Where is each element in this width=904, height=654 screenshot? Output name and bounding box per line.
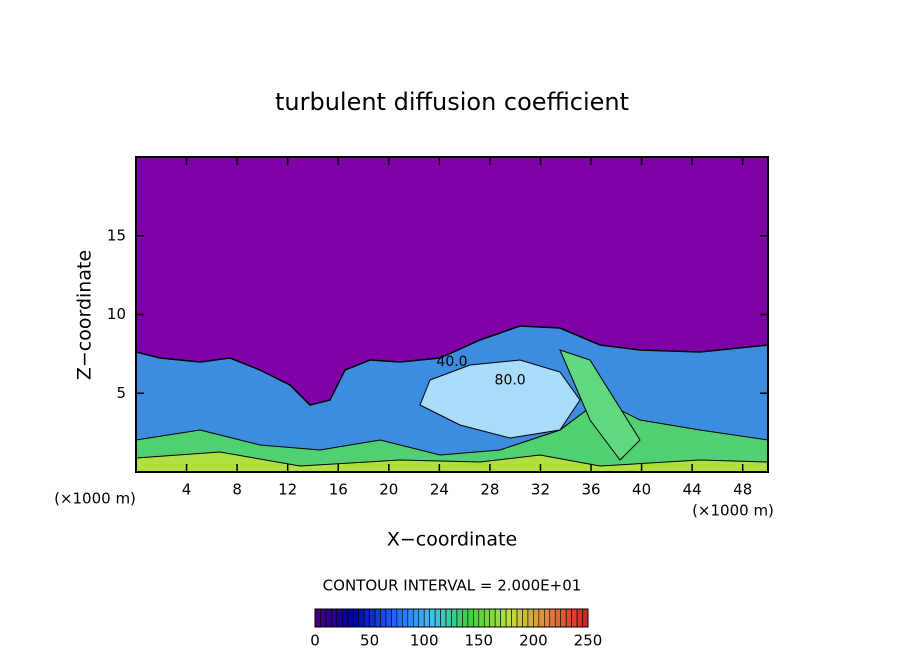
colorbar-tick-label: 150 xyxy=(464,632,493,650)
colorbar-cell xyxy=(544,608,551,628)
colorbar-cell xyxy=(571,608,578,628)
colorbar-cell xyxy=(385,608,392,628)
colorbar-tick-label: 100 xyxy=(410,632,439,650)
colorbar-cell xyxy=(516,608,523,628)
colorbar-cell xyxy=(511,608,518,628)
colorbar-cell xyxy=(358,608,365,628)
colorbar-cell xyxy=(396,608,403,628)
green-streak xyxy=(559,349,641,461)
y-tick-label: 5 xyxy=(116,384,126,402)
colorbar-cell xyxy=(527,608,534,628)
colorbar-cell xyxy=(380,608,387,628)
x-tick-label: 4 xyxy=(182,481,192,499)
colorbar-cell xyxy=(341,608,349,628)
colorbar-cell xyxy=(434,608,441,628)
colorbar-cell xyxy=(369,608,376,628)
colorbar-cell xyxy=(347,608,354,628)
x-tick-label: 40 xyxy=(632,481,651,499)
x-tick-label: 36 xyxy=(581,481,600,499)
x-tick-label: 20 xyxy=(379,481,398,499)
contour-label: 80.0 xyxy=(495,373,526,389)
inner-layer xyxy=(419,359,581,439)
colorbar-cell xyxy=(440,608,447,628)
colorbar-cell xyxy=(500,608,507,628)
y-axis-label: Z−coordinate xyxy=(74,250,96,380)
colorbar-cell xyxy=(451,608,458,628)
x-axis-label: X−coordinate xyxy=(387,529,517,551)
colorbar-cell xyxy=(412,608,420,628)
y-unit: (×1000 m) xyxy=(54,490,136,508)
x-unit: (×1000 m) xyxy=(692,502,774,520)
colorbar-cell xyxy=(320,608,327,628)
colorbar-cell xyxy=(336,608,343,628)
colorbar-cell xyxy=(418,608,425,628)
chart-title: turbulent diffusion coefficient xyxy=(275,88,629,116)
colorbar-cell xyxy=(473,608,480,628)
x-tick-label: 16 xyxy=(329,481,348,499)
colorbar-cell xyxy=(565,608,572,628)
x-tick-label: 8 xyxy=(232,481,242,499)
colorbar-cell xyxy=(374,608,381,628)
contour-field xyxy=(136,157,768,472)
colorbar-cell xyxy=(314,608,321,628)
x-tick-label: 44 xyxy=(683,481,702,499)
colorbar-tick-label: 0 xyxy=(310,632,320,650)
colorbar-tick-label: 250 xyxy=(574,632,603,650)
colorbar-cell xyxy=(549,608,556,628)
colorbar-cell xyxy=(456,608,463,628)
y-tick-label: 10 xyxy=(107,305,126,323)
colorbar-frame xyxy=(314,608,589,628)
x-tick-label: 24 xyxy=(430,481,449,499)
colorbar-cell xyxy=(391,608,398,628)
colorbar-cell xyxy=(363,608,370,628)
colorbar-cell xyxy=(402,608,409,628)
colorbar-cell xyxy=(582,608,589,628)
colorbar-cell xyxy=(445,608,452,628)
colorbar-cell xyxy=(325,608,332,628)
colorbar-cell xyxy=(423,608,430,628)
colorbar-cell xyxy=(576,608,583,628)
x-tick-label: 28 xyxy=(480,481,499,499)
colorbar-cell xyxy=(533,608,540,628)
colorbar-cell xyxy=(505,608,512,628)
colorbar-cell xyxy=(560,608,567,628)
x-tick-label: 48 xyxy=(733,481,752,499)
green-band xyxy=(136,451,768,472)
colorbar-cell xyxy=(483,608,491,628)
colorbar-cell xyxy=(462,608,469,628)
colorbar-cell xyxy=(429,608,436,628)
colorbar-cell xyxy=(489,608,496,628)
colorbar-cell xyxy=(331,608,338,628)
colorbar-cell xyxy=(478,608,485,628)
colorbar-cell xyxy=(407,608,414,628)
colorbar-tick-label: 50 xyxy=(360,632,379,650)
contour-interval: CONTOUR INTERVAL = 2.000E+01 xyxy=(323,577,582,595)
colorbar-cell xyxy=(494,608,501,628)
contour-label: 40.0 xyxy=(436,354,467,370)
colorbar-cell xyxy=(352,608,359,628)
x-tick-label: 12 xyxy=(278,481,297,499)
colorbar-cell xyxy=(554,608,561,628)
x-tick-label: 32 xyxy=(531,481,550,499)
colorbar-tick-label: 200 xyxy=(519,632,548,650)
colorbar-cell xyxy=(467,608,474,628)
y-tick-label: 15 xyxy=(107,226,126,244)
colorbar-cell xyxy=(522,608,529,628)
colorbar-cell xyxy=(538,608,545,628)
